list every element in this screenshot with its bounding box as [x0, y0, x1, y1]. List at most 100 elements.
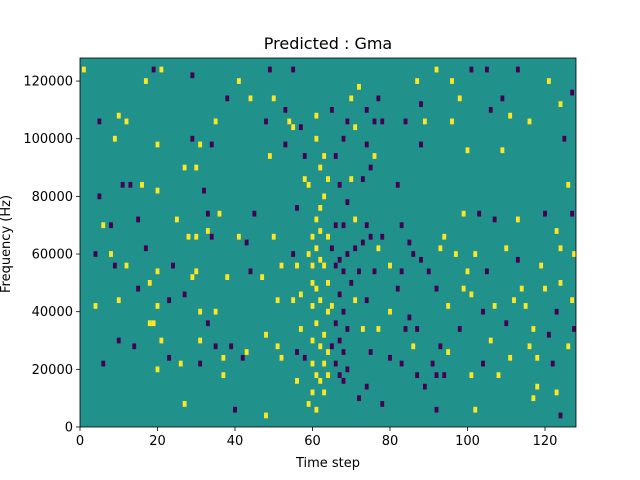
heatmap-cell	[275, 343, 280, 350]
heatmap-cell	[395, 181, 400, 188]
heatmap-cell	[267, 66, 272, 73]
heatmap-cell	[415, 326, 420, 332]
heatmap-cell	[310, 262, 315, 269]
heatmap-cell	[213, 343, 218, 350]
heatmap-cell	[314, 320, 319, 327]
heatmap-cell	[155, 141, 160, 148]
heatmap-cell	[438, 245, 443, 252]
heatmap-cell	[543, 210, 547, 217]
heatmap-cell	[159, 66, 164, 73]
heatmap-cell	[329, 245, 334, 252]
heatmap-cell	[558, 279, 563, 286]
heatmap-cell	[322, 331, 327, 338]
heatmap-cell	[570, 297, 575, 304]
heatmap-cell	[527, 343, 532, 350]
heatmap-cell	[306, 181, 311, 188]
heatmap-cell	[128, 181, 133, 188]
heatmap-cell	[318, 343, 323, 350]
heatmap-cell	[264, 412, 268, 419]
plot-background	[80, 58, 576, 427]
heatmap-cell	[488, 107, 493, 113]
heatmap-cell	[120, 181, 125, 188]
heatmap-cell	[291, 297, 296, 304]
heatmap-cell	[322, 153, 327, 159]
heatmap-cell	[539, 262, 544, 269]
y-tick-label: 120000	[23, 75, 73, 90]
heatmap-cell	[178, 360, 183, 367]
heatmap-cell	[341, 135, 346, 142]
heatmap-cell	[353, 124, 358, 131]
plot-frame	[79, 57, 577, 428]
heatmap-cell	[310, 303, 315, 309]
heatmap-cell	[566, 181, 571, 188]
heatmap-cell	[403, 326, 408, 332]
heatmap-cell	[248, 95, 253, 102]
heatmap-cell	[469, 291, 474, 298]
heatmap-cell	[473, 251, 478, 257]
heatmap-cell	[314, 406, 319, 413]
heatmap-cell	[531, 395, 536, 402]
heatmap-cell	[244, 239, 249, 246]
heatmap-cell	[326, 233, 330, 240]
heatmap-cell	[337, 337, 342, 344]
heatmap-cell	[314, 135, 319, 142]
heatmap-cell	[422, 383, 427, 390]
heatmap-cell	[337, 372, 342, 378]
heatmap-cell	[318, 228, 323, 234]
heatmap-cell	[283, 141, 288, 148]
heatmap-cell	[333, 360, 338, 367]
heatmap-cell	[140, 181, 144, 188]
y-tick-label: 40000	[32, 305, 73, 320]
x-axis-label: Time step	[295, 456, 360, 471]
heatmap-cell	[419, 101, 423, 108]
heatmap-cell	[136, 216, 141, 223]
heatmap-cell	[322, 389, 327, 396]
heatmap-cell	[217, 210, 222, 217]
heatmap-cell	[572, 251, 577, 257]
heatmap-cell	[116, 112, 121, 119]
heatmap-cell	[376, 95, 381, 102]
heatmap-cell	[434, 372, 439, 378]
heatmap-cell	[109, 222, 113, 229]
heatmap-cell	[473, 406, 478, 413]
heatmap-cell	[97, 193, 102, 200]
heatmap-cell	[546, 78, 551, 84]
heatmap-cell	[345, 251, 350, 257]
heatmap-cell	[186, 233, 191, 240]
heatmap-cell	[484, 268, 489, 275]
heatmap-cell	[124, 262, 129, 269]
heatmap-cell	[159, 337, 164, 344]
heatmap-cell	[360, 239, 365, 246]
heatmap-cell	[93, 251, 98, 257]
heatmap-cell	[326, 349, 330, 355]
heatmap-cell	[306, 251, 311, 257]
heatmap-cell	[488, 337, 493, 344]
heatmap-cell	[492, 216, 497, 223]
heatmap-cell	[198, 360, 203, 367]
heatmap-cell	[519, 285, 524, 292]
y-tick-label: 100000	[23, 132, 73, 147]
heatmap-cell	[101, 222, 106, 229]
heatmap-cell	[562, 135, 567, 142]
heatmap-cell	[380, 118, 385, 125]
heatmap-cell	[124, 118, 129, 125]
heatmap-cell	[450, 78, 454, 84]
heatmap-cell	[403, 118, 408, 125]
heatmap-cell	[314, 245, 319, 252]
heatmap-cell	[97, 118, 102, 125]
heatmap-cell	[155, 366, 160, 373]
y-tick-label: 20000	[32, 363, 73, 378]
heatmap-cell	[376, 326, 381, 332]
heatmap-cell	[132, 343, 137, 350]
heatmap-cell	[461, 285, 466, 292]
heatmap-cell	[368, 233, 373, 240]
heatmap-cell	[527, 118, 532, 125]
heatmap-cell	[205, 320, 210, 327]
heatmap-cell	[360, 176, 365, 182]
heatmap-cell	[345, 366, 350, 373]
heatmap-cell	[322, 262, 327, 269]
heatmap-cell	[341, 349, 346, 355]
heatmap-cell	[399, 360, 404, 367]
heatmap-cell	[446, 303, 451, 309]
heatmap-cell	[368, 349, 373, 355]
